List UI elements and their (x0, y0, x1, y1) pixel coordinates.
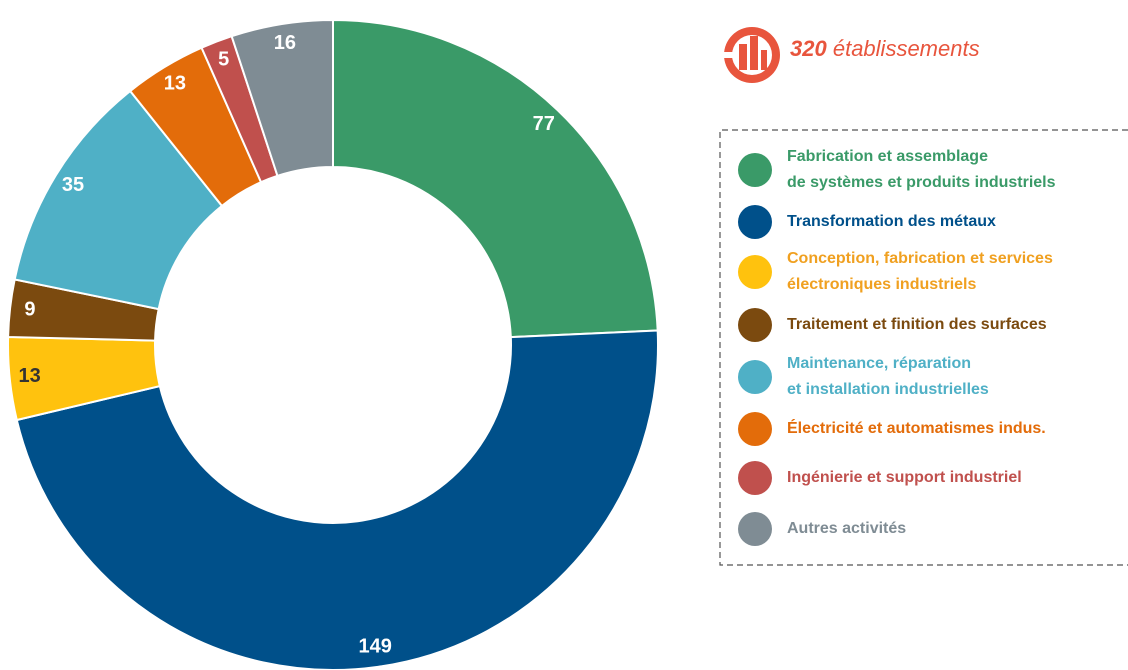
value-label: 5 (218, 49, 229, 71)
legend-marker (738, 512, 772, 546)
legend-box (719, 129, 1128, 566)
icon (722, 27, 780, 83)
legend-label: Ingénierie et support industriel (787, 469, 1022, 486)
legend-label: Autres activités (787, 520, 906, 537)
legend-marker (738, 412, 772, 446)
value-label: 35 (62, 174, 84, 196)
legend-label: Traitement et finition des surfaces (787, 316, 1047, 333)
value-label: 13 (164, 72, 186, 94)
legend-marker (738, 255, 772, 289)
legend-marker (738, 153, 772, 187)
value-label: 77 (533, 113, 555, 135)
slice (332, 18, 659, 339)
legend-marker (738, 360, 772, 394)
total: 320 (790, 36, 827, 61)
legend-marker (738, 205, 772, 239)
legend-marker (738, 308, 772, 342)
legend-label: Transformation des métaux (787, 213, 996, 230)
total-label: établissements (833, 36, 980, 61)
legend-label: Électricité et automatismes indus. (787, 418, 1046, 437)
value-label: 149 (358, 635, 391, 657)
legend-label: Fabrication et assemblage de systèmes et … (787, 148, 1056, 191)
legend-label: Maintenance, réparation et installation i… (787, 355, 989, 398)
slice (15, 329, 659, 670)
value-label: 16 (274, 32, 296, 54)
value-label: 13 (19, 365, 41, 387)
legend-marker (738, 461, 772, 495)
slice (230, 18, 334, 178)
legend-label: Conception, fabrication et services élect… (787, 250, 1053, 293)
total-title: 320 établissements (790, 36, 980, 61)
value-label: 9 (24, 299, 35, 321)
